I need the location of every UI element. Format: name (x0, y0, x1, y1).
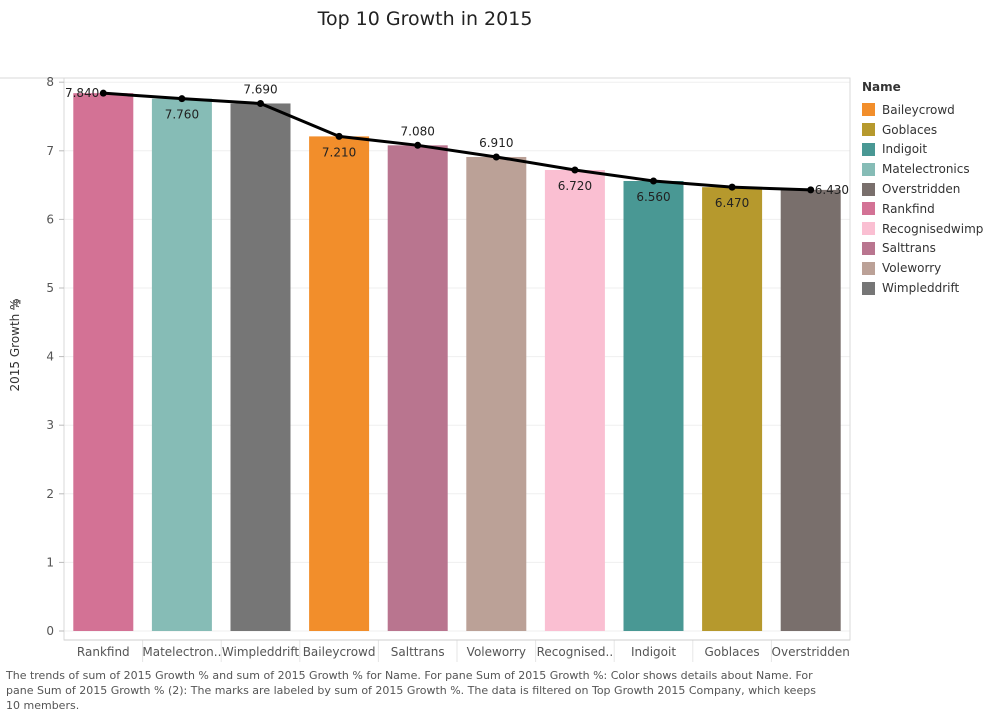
legend-label: Overstridden (882, 182, 961, 197)
legend: Name Baileycrowd Goblaces Indigoit Matelect… (862, 80, 997, 298)
x-tick-label: Baileycrowd (303, 645, 376, 659)
legend-item-rankfind[interactable]: Rankfind (862, 199, 997, 219)
bar-recognisedwimp[interactable] (544, 170, 605, 631)
legend-item-overstridden[interactable]: Overstridden (862, 179, 997, 199)
x-tick-label: Rankfind (77, 645, 130, 659)
legend-label: Recognisedwimp (882, 221, 984, 236)
y-tick-label: 1 (46, 555, 54, 569)
line-point[interactable] (257, 99, 264, 107)
y-tick-label: 4 (46, 350, 54, 364)
x-tick-label: Salttrans (391, 645, 445, 659)
chart-caption: The trends of sum of 2015 Growth % and s… (6, 669, 816, 712)
sort-icon[interactable] (13, 300, 21, 310)
legend-title: Name (862, 80, 901, 94)
y-tick-label: 7 (46, 144, 54, 158)
bar-baileycrowd[interactable] (309, 136, 370, 632)
line-point[interactable] (571, 166, 579, 174)
legend-swatch (862, 142, 875, 156)
bar-rankfind[interactable] (73, 93, 134, 631)
legend-items: Baileycrowd Goblaces Indigoit Matelectronic… (862, 100, 997, 298)
bar-salttrans[interactable] (387, 145, 448, 631)
data-label: 7.080 (401, 124, 435, 138)
legend-item-salttrans[interactable]: Salttrans (862, 239, 997, 259)
data-label: 7.210 (322, 145, 356, 159)
legend-swatch (862, 261, 875, 275)
line-point[interactable] (178, 95, 186, 103)
chart-title: Top 10 Growth in 2015 (317, 8, 533, 30)
data-label: 7.690 (243, 82, 277, 96)
line-point[interactable] (99, 89, 107, 97)
legend-item-baileycrowd[interactable]: Baileycrowd (862, 100, 997, 120)
y-axis-label: 2015 Growth % (8, 298, 22, 391)
legend-label: Matelectronics (882, 162, 970, 177)
y-tick-label: 8 (46, 75, 54, 89)
data-label: 6.560 (636, 190, 670, 204)
axes: 0 1 2 3 4 5 6 7 8 2015 Growth % Rankfind Matelectro… (0, 75, 851, 662)
x-tick-label: Voleworry (467, 645, 526, 659)
legend-label: Indigoit (882, 142, 928, 157)
x-tick-label: Matelectron.. (142, 645, 221, 659)
legend-swatch (862, 281, 875, 295)
y-tick-label: 0 (46, 624, 54, 638)
data-label: 7.840 (65, 86, 99, 100)
legend-item-wimpleddrift[interactable]: Wimpleddrift (862, 278, 997, 298)
legend-swatch (862, 202, 875, 216)
legend-swatch (862, 123, 875, 137)
legend-label: Salttrans (882, 241, 936, 256)
line-point[interactable] (335, 132, 343, 140)
legend-label: Voleworry (882, 261, 942, 276)
legend-label: Goblaces (882, 122, 938, 137)
bar-wimpleddrift[interactable] (230, 103, 291, 631)
line-point[interactable] (807, 186, 815, 194)
y-tick-label: 3 (46, 418, 54, 432)
x-tick-label: Wimpleddrift (222, 645, 299, 659)
bar-goblaces[interactable] (702, 187, 763, 631)
data-label: 6.430 (815, 183, 849, 197)
legend-item-recognisedwimp[interactable]: Recognisedwimp (862, 219, 997, 239)
data-label: 6.470 (715, 196, 749, 210)
y-tick-label: 5 (46, 281, 54, 295)
x-tick-label: Indigoit (631, 645, 676, 659)
x-tick-label: Overstridden (772, 645, 850, 659)
legend-swatch (862, 241, 875, 255)
data-label: 6.910 (479, 136, 513, 150)
trend-line-path (103, 91, 811, 192)
legend-label: Baileycrowd (882, 102, 955, 117)
legend-item-voleworry[interactable]: Voleworry (862, 258, 997, 278)
legend-item-matelectronics[interactable]: Matelectronics (862, 159, 997, 179)
line-point[interactable] (728, 183, 736, 191)
bar-voleworry[interactable] (466, 156, 527, 631)
data-label: 6.720 (558, 179, 592, 193)
legend-item-goblaces[interactable]: Goblaces (862, 120, 997, 140)
legend-swatch (862, 162, 875, 176)
line-point[interactable] (650, 177, 657, 185)
data-label: 7.760 (165, 108, 199, 122)
data-labels: 7.840 7.760 7.690 7.210 7.080 6.910 6.720 6.560… (65, 82, 849, 210)
x-tick-label: Goblaces (705, 645, 760, 659)
bar-indigoit[interactable] (623, 180, 684, 631)
line-point[interactable] (414, 141, 422, 149)
x-tick-label: Recognised.. (537, 645, 614, 659)
y-tick-label: 6 (46, 212, 54, 226)
legend-swatch (862, 222, 875, 236)
y-tick-label: 2 (46, 487, 54, 501)
legend-label: Rankfind (882, 201, 935, 216)
legend-swatch (862, 103, 875, 117)
legend-label: Wimpleddrift (882, 281, 960, 296)
bar-overstridden[interactable] (780, 189, 841, 632)
bar-matelectronics[interactable] (151, 98, 212, 631)
legend-swatch (862, 182, 875, 196)
bars (73, 93, 841, 632)
trend-line (99, 89, 815, 194)
legend-item-indigoit[interactable]: Indigoit (862, 140, 997, 160)
line-point[interactable] (492, 153, 500, 161)
